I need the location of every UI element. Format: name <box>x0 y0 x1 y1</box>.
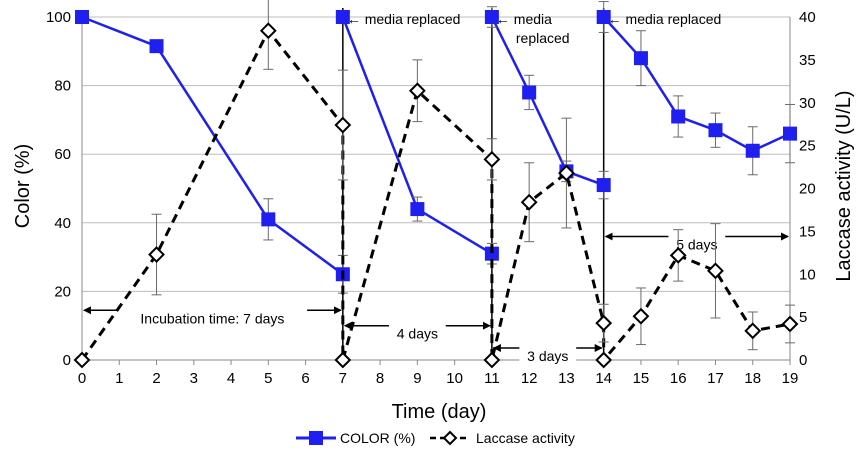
data-point <box>483 351 501 369</box>
data-point <box>75 10 89 24</box>
data-point <box>334 116 352 134</box>
data-point <box>73 351 91 369</box>
legend-color-marker <box>309 431 323 445</box>
x-tick-label: 17 <box>707 370 724 387</box>
four-days-span-label: 4 days <box>397 326 438 342</box>
five-days-span-label: 5 days <box>676 237 717 253</box>
y-left-tick-label: 20 <box>54 283 71 300</box>
data-point <box>707 262 724 280</box>
data-point <box>410 202 425 217</box>
y-left-tick-label: 100 <box>46 9 71 26</box>
data-point <box>261 212 276 227</box>
data-point <box>335 10 350 24</box>
data-point <box>783 126 797 141</box>
x-tick-label: 5 <box>264 370 272 387</box>
series <box>73 0 799 369</box>
three-days-span-label-bg <box>519 345 577 366</box>
x-tick-label: 11 <box>484 370 500 387</box>
data-point <box>744 322 762 340</box>
x-tick-label: 3 <box>190 370 198 387</box>
x-tick-label: 10 <box>446 370 463 387</box>
data-point <box>632 307 650 325</box>
y-axis-left-title: Color (%) <box>12 144 34 228</box>
data-point <box>708 123 723 138</box>
data-point <box>483 150 501 168</box>
media-replaced-1-text: ← media replaced <box>347 11 461 27</box>
legend-laccase-marker <box>442 430 458 446</box>
annotations: ← media replaced ← media replaced ← media r… <box>83 11 789 366</box>
data-point <box>745 143 760 158</box>
x-tick-label: 8 <box>376 370 384 387</box>
x-tick-label: 14 <box>595 370 612 387</box>
x-tick-label: 6 <box>301 370 309 387</box>
x-tick-label: 15 <box>633 370 650 387</box>
legend-color-label: COLOR (%) <box>340 430 415 446</box>
data-point <box>408 82 426 100</box>
x-tick-label: 0 <box>78 370 86 387</box>
data-point <box>669 246 687 264</box>
gridlines <box>82 16 790 292</box>
data-point <box>520 193 538 211</box>
x-tick-label: 7 <box>339 370 347 387</box>
y-right-tick-label: 30 <box>799 95 816 112</box>
data-point <box>148 246 165 263</box>
y-right-tick-label: 10 <box>799 266 816 283</box>
y-left-tick-label: 40 <box>54 215 71 232</box>
x-tick-label: 16 <box>670 370 687 387</box>
y-axis-right-title: Laccase activity (U/L) <box>833 90 855 281</box>
series-laccase <box>73 0 799 369</box>
data-point <box>596 178 611 193</box>
data-point <box>484 10 499 24</box>
data-point <box>259 22 277 40</box>
data-point <box>595 314 613 332</box>
y-left-tick-label: 80 <box>54 78 71 95</box>
y-right-tick-label: 40 <box>799 9 816 26</box>
series-line <box>81 15 344 276</box>
x-tick-label: 4 <box>227 370 235 387</box>
incubation-span-label-bg <box>117 308 308 329</box>
x-axis-title: Time (day) <box>392 401 487 423</box>
four-days-span-label-bg <box>388 323 446 344</box>
three-days-span-label: 3 days <box>527 348 568 364</box>
legend: COLOR (%) Laccase activity <box>296 430 575 446</box>
five-days-span-label-bg <box>668 234 726 255</box>
data-point <box>334 351 352 369</box>
y-left-tick-label: 0 <box>63 352 71 369</box>
x-tick-label: 9 <box>413 370 421 387</box>
data-point <box>671 109 686 124</box>
y-right-tick-label: 5 <box>799 309 807 326</box>
x-tick-label: 2 <box>152 370 160 387</box>
y-right-tick-label: 25 <box>799 138 816 155</box>
series-color <box>75 1 797 294</box>
x-tick-label: 1 <box>115 370 123 387</box>
y-right-tick-label: 20 <box>799 181 816 198</box>
x-tick-label: 13 <box>558 370 575 387</box>
data-point <box>484 246 499 261</box>
y-right-tick-label: 0 <box>799 352 807 369</box>
media-replaced-2-text: ← media <box>496 11 552 27</box>
x-tick-label: 12 <box>521 370 538 387</box>
data-point <box>558 164 575 182</box>
media-replaced-2-text: replaced <box>516 30 570 46</box>
data-point <box>149 39 164 54</box>
y-left-tick-label: 60 <box>54 146 71 163</box>
series-line <box>602 16 791 153</box>
media-replacement-lines <box>342 8 605 360</box>
y-right-tick-label: 15 <box>799 223 816 240</box>
data-point <box>633 51 648 66</box>
incubation-span-label: Incubation time: 7 days <box>140 310 284 326</box>
data-point <box>522 85 537 100</box>
data-point <box>595 351 613 369</box>
x-tick-label: 18 <box>744 370 761 387</box>
x-tick-label: 19 <box>782 370 799 387</box>
legend-laccase-label: Laccase activity <box>476 430 575 446</box>
series-line <box>490 16 605 187</box>
data-point <box>596 10 611 24</box>
y-right-tick-label: 35 <box>799 52 816 69</box>
data-point <box>781 315 799 333</box>
media-replaced-3-text: ← media replaced <box>608 11 722 27</box>
